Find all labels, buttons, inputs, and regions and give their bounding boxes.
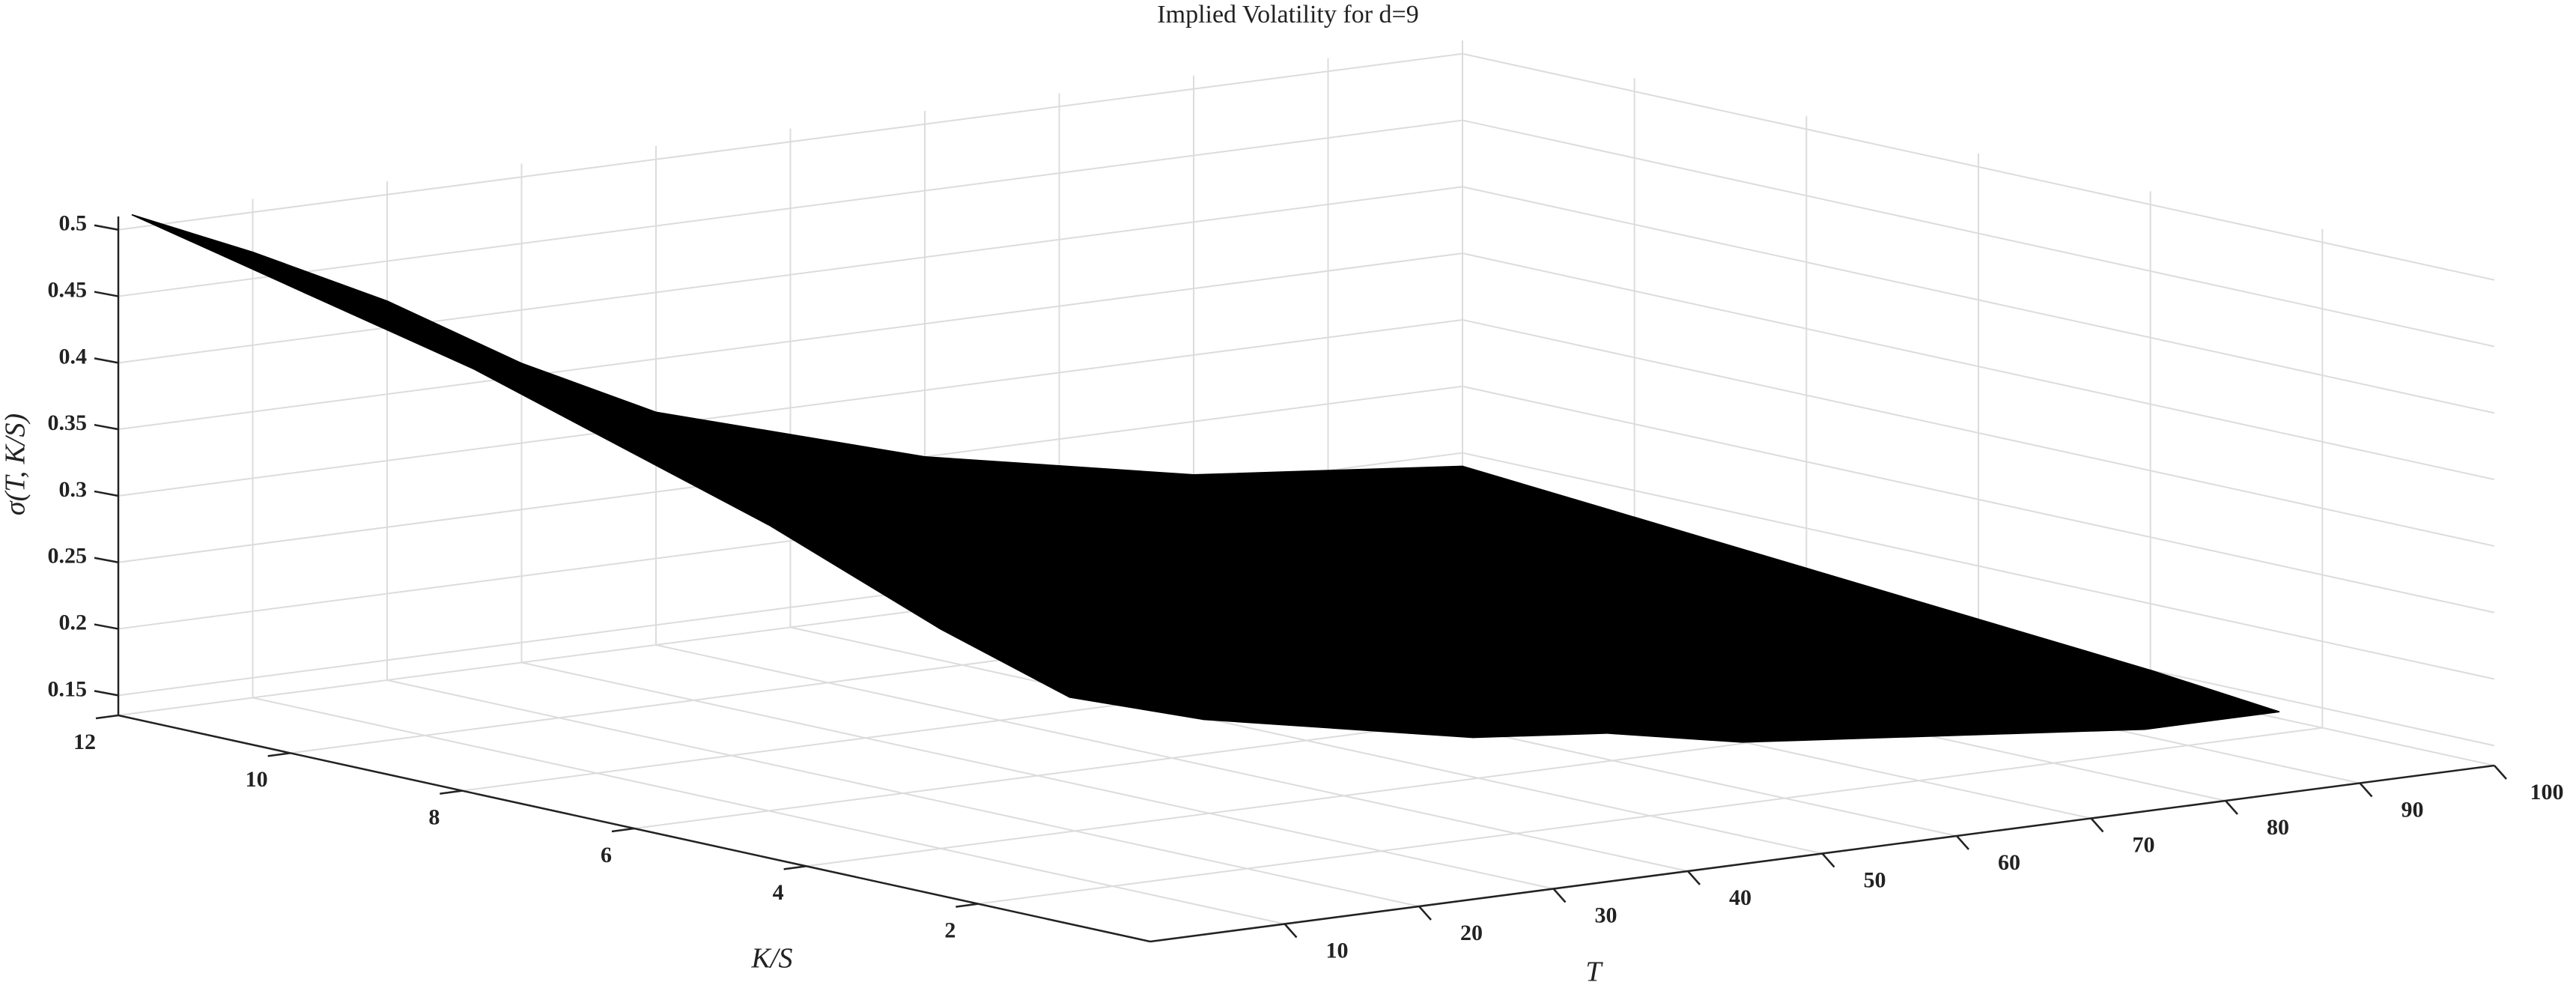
z-tick bbox=[94, 224, 119, 231]
z-axis-title: σ(T, K/S) bbox=[0, 413, 31, 515]
x-tick bbox=[1687, 870, 1701, 885]
grid-line bbox=[1462, 186, 2495, 414]
x-tick-label: 60 bbox=[1998, 850, 2020, 875]
z-tick-label: 0.15 bbox=[48, 676, 88, 701]
x-tick bbox=[1284, 923, 1298, 939]
x-tick bbox=[2225, 800, 2238, 815]
z-tick bbox=[94, 623, 119, 630]
x-tick-label: 80 bbox=[2267, 815, 2289, 840]
z-tick-label: 0.35 bbox=[48, 410, 88, 435]
z-tick bbox=[94, 557, 119, 563]
y-tick-label: 10 bbox=[246, 767, 268, 792]
y-tick bbox=[611, 827, 635, 833]
y-tick-label: 8 bbox=[428, 805, 440, 830]
x-tick bbox=[1821, 852, 1835, 868]
surface-patch bbox=[424, 342, 732, 484]
x-tick bbox=[2494, 765, 2507, 780]
grid-line bbox=[1462, 452, 2495, 680]
x-tick-label: 100 bbox=[2530, 780, 2564, 804]
y-tick bbox=[267, 752, 291, 757]
surface-patch bbox=[252, 251, 560, 393]
surface-patch bbox=[131, 213, 425, 344]
grid-line bbox=[118, 252, 1463, 431]
grid-line bbox=[1462, 52, 2495, 281]
z-tick-label: 0.2 bbox=[59, 610, 88, 634]
grid-line bbox=[118, 119, 1463, 297]
z-tick-label: 0.45 bbox=[48, 277, 88, 302]
z-tick bbox=[94, 690, 119, 697]
y-tick bbox=[783, 865, 806, 870]
grid-line bbox=[1462, 252, 2495, 481]
y-tick-label: 6 bbox=[601, 843, 612, 867]
y-tick-label: 12 bbox=[73, 730, 96, 754]
x-axis-title: T bbox=[1585, 957, 1603, 988]
x-tick-label: 20 bbox=[1460, 921, 1483, 945]
x-tick bbox=[2359, 782, 2373, 798]
y-tick-label: 2 bbox=[944, 918, 956, 943]
z-tick-label: 0.5 bbox=[59, 211, 88, 236]
x-tick-label: 10 bbox=[1326, 938, 1349, 963]
grid-line bbox=[118, 52, 1463, 231]
grid-line bbox=[118, 186, 1463, 364]
chart-title: Implied Volatility for d=9 bbox=[1157, 1, 1418, 28]
y-tick-label: 4 bbox=[773, 880, 784, 905]
x-tick-label: 30 bbox=[1595, 903, 1617, 927]
grid-line bbox=[1462, 119, 2495, 348]
z-tick bbox=[94, 357, 119, 364]
x-tick bbox=[1552, 888, 1567, 903]
y-tick bbox=[956, 903, 979, 908]
grid-line bbox=[1462, 385, 2495, 613]
x-tick bbox=[1956, 835, 1969, 850]
x-tick-label: 50 bbox=[1864, 867, 1886, 892]
x-tick-label: 70 bbox=[2133, 832, 2155, 857]
z-tick bbox=[94, 291, 119, 297]
surface-patch bbox=[819, 551, 1070, 698]
grid-line bbox=[118, 318, 1463, 497]
z-tick-label: 0.3 bbox=[59, 477, 88, 502]
y-tick bbox=[95, 714, 119, 720]
x-tick bbox=[1418, 906, 1432, 921]
grid-line bbox=[978, 727, 2323, 905]
z-tick bbox=[94, 423, 119, 431]
surface-patch bbox=[303, 291, 598, 434]
x-tick bbox=[2090, 817, 2104, 833]
x-tick-label: 40 bbox=[1729, 885, 1752, 910]
z-tick-label: 0.25 bbox=[48, 544, 88, 569]
grid-line bbox=[1462, 318, 2495, 547]
y-axis-title: K/S bbox=[751, 943, 793, 975]
z-tick-label: 0.4 bbox=[59, 344, 88, 369]
z-tick bbox=[94, 490, 119, 497]
x-tick-label: 90 bbox=[2402, 797, 2424, 822]
y-tick bbox=[440, 790, 463, 795]
